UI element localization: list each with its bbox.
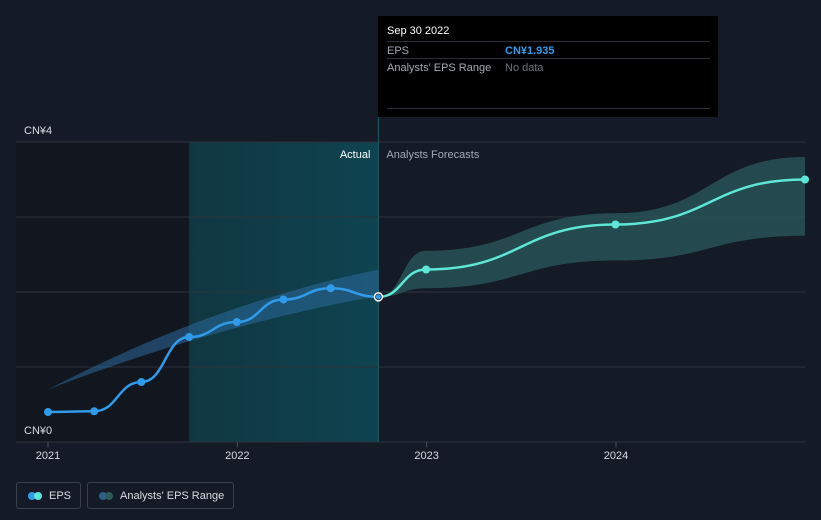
tooltip-eps-value: CN¥1.935 — [505, 45, 555, 57]
legend-range-button[interactable]: Analysts' EPS Range — [87, 482, 234, 509]
eps-point — [137, 378, 146, 386]
eps-forecast-point — [801, 175, 809, 184]
eps-swatch-icon — [28, 491, 42, 500]
eps-forecast-point — [611, 220, 620, 229]
tooltip-date: Sep 30 2022 — [387, 25, 450, 37]
legend-range-label: Analysts' EPS Range — [120, 489, 225, 502]
eps-forecast-point — [422, 265, 431, 274]
y-tick-label: CN¥0 — [24, 425, 52, 437]
legend-eps-label: EPS — [49, 489, 72, 502]
eps-point — [44, 408, 52, 416]
eps-point — [279, 295, 288, 304]
eps-point — [185, 333, 194, 341]
tooltip-range-value: No data — [505, 62, 544, 74]
range-swatch-icon — [99, 491, 113, 500]
tooltip-row-eps: EPS CN¥1.935 — [387, 41, 710, 59]
tooltip-range-label: Analysts' EPS Range — [387, 62, 492, 74]
tooltip-eps-label: EPS — [387, 45, 410, 57]
x-tick-label: 2023 — [414, 450, 438, 462]
eps-forecast-line — [377, 178, 807, 299]
x-tick-label: 2024 — [604, 450, 628, 462]
forecast-label: Analysts Forecasts — [386, 149, 479, 161]
eps-point — [90, 407, 99, 416]
x-tick-label: 2022 — [225, 450, 249, 462]
tooltip-row-range: Analysts' EPS Range No data — [387, 58, 710, 76]
forecast-range-band — [378, 157, 805, 297]
y-tick-label: CN¥4 — [24, 125, 52, 137]
eps-point-highlight — [375, 294, 381, 300]
eps-point — [326, 284, 335, 293]
tooltip-divider — [387, 108, 710, 109]
eps-line — [46, 286, 380, 414]
legend-eps-button[interactable]: EPS — [16, 482, 81, 509]
x-tick-label: 2021 — [36, 450, 60, 462]
actual-label: Actual — [340, 149, 371, 161]
eps-point — [232, 318, 241, 326]
tooltip: Sep 30 2022 EPS CN¥1.935 Analysts' EPS R… — [378, 16, 718, 117]
